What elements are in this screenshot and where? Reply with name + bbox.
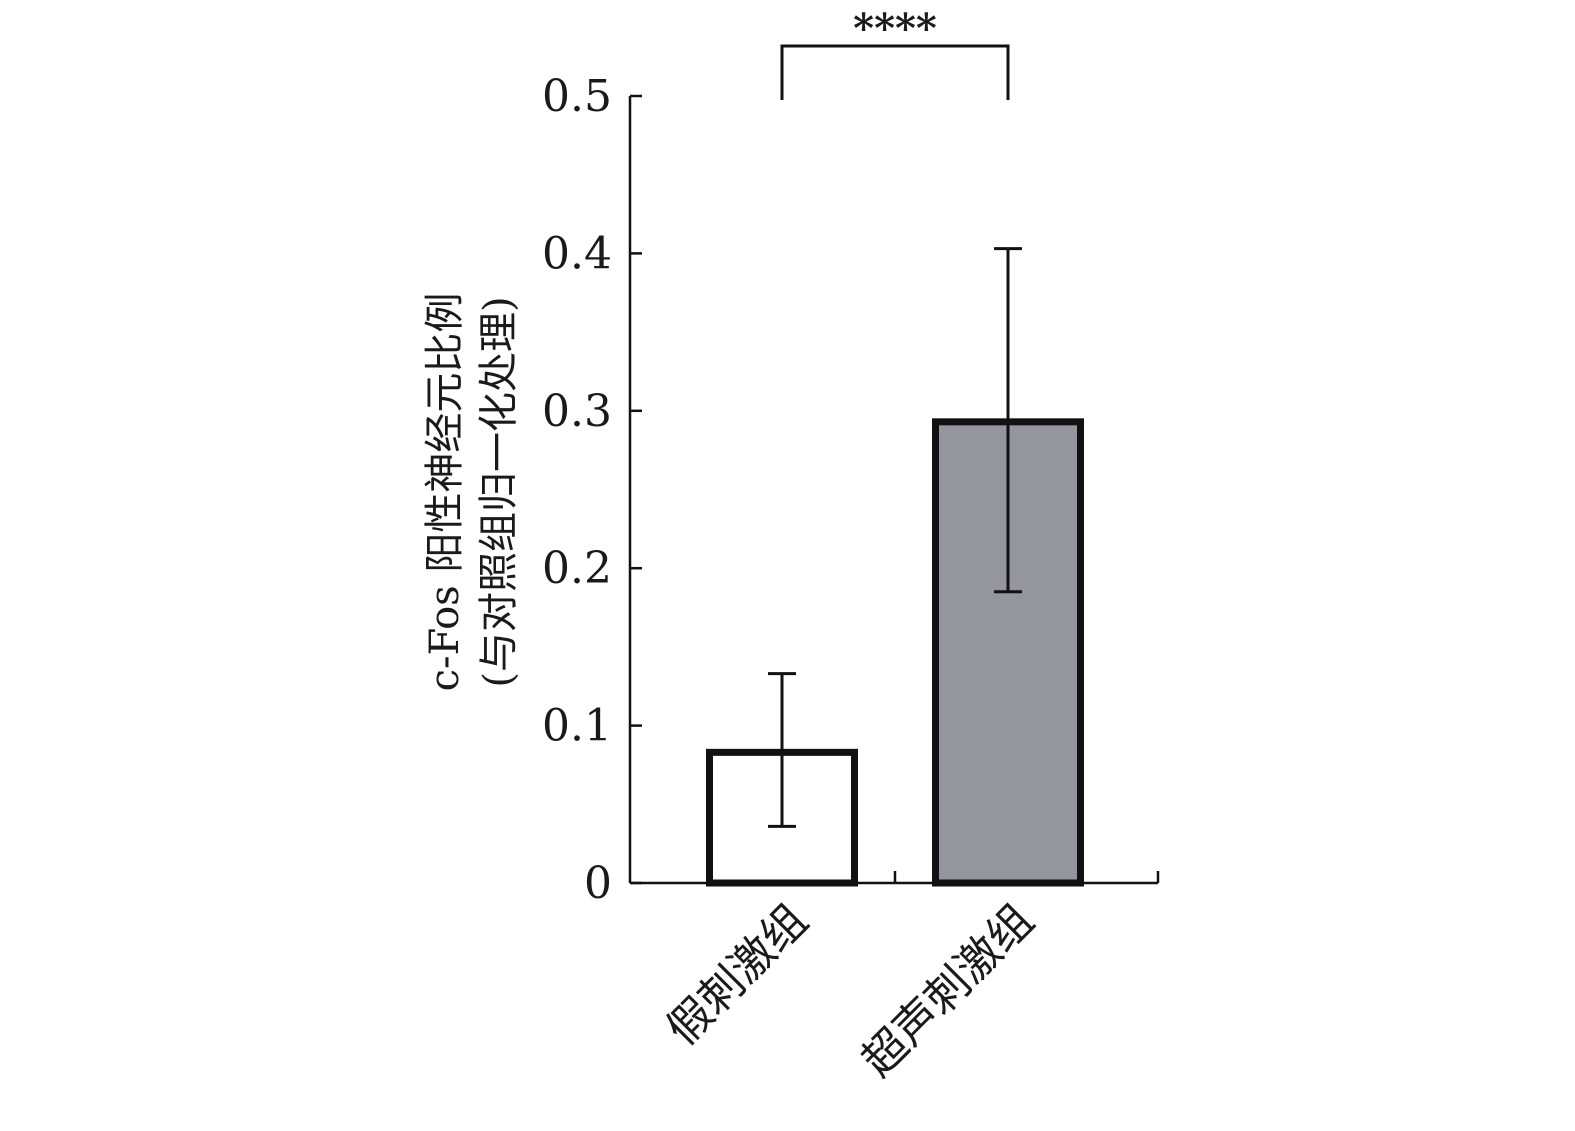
significance-annotation: **** — [780, 5, 1010, 100]
y-tick-label: 0.3 — [542, 386, 612, 437]
y-tick-label: 0.5 — [542, 71, 612, 122]
x-tick-label: 假刺激组 — [657, 895, 818, 1056]
y-axis-label-line2: (与对照组归一化处理) — [476, 296, 522, 687]
significance-label: **** — [853, 5, 937, 52]
y-axis-label: c-Fos 阳性神经元比例 (与对照组归一化处理) — [422, 293, 522, 692]
error-bars — [768, 247, 1022, 828]
y-tick-label: 0.2 — [542, 543, 612, 594]
y-tick-label: 0.1 — [542, 701, 612, 752]
significance-bracket — [780, 44, 1010, 100]
y-tick-label: 0.4 — [542, 228, 612, 279]
y-axis: 0 0.1 0.2 0.3 0.4 0.5 — [542, 71, 642, 909]
bars — [706, 418, 1084, 887]
x-tick-label: 超声刺激组 — [852, 895, 1044, 1087]
y-axis-label-line1: c-Fos 阳性神经元比例 — [422, 293, 468, 692]
x-axis: 假刺激组 超声刺激组 — [630, 871, 1160, 1087]
y-tick-label: 0 — [584, 858, 612, 909]
